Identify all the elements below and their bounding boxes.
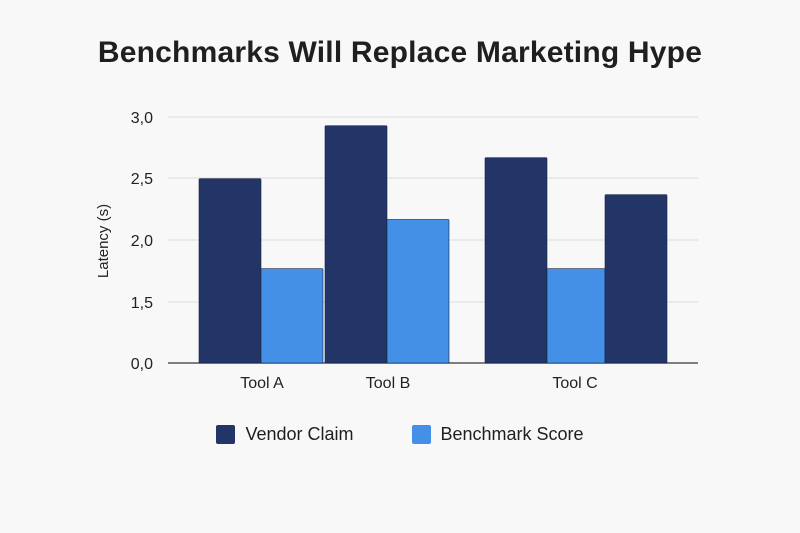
chart-title: Benchmarks Will Replace Marketing Hype [97,36,703,69]
y-tick-label: 3,0 [131,110,153,127]
legend-swatch-vendor-claim [216,425,236,444]
x-category-label: Tool A [240,375,284,392]
x-category-label: Tool C [552,375,597,392]
bar-tool-b-benchmark-score [386,219,450,364]
legend-label-vendor-claim: Vendor Claim [245,424,354,444]
y-tick-label: 2,5 [131,171,153,188]
bar-tool-c-benchmark-score [546,268,606,364]
legend-item-vendor-claim: Vendor Claim [216,424,354,445]
bar-tool-a-vendor-claim [198,178,262,364]
legend: Vendor Claim Benchmark Score [0,424,800,445]
legend-swatch-benchmark-score [411,425,431,444]
y-tick-label: 0,0 [131,356,153,373]
legend-label-benchmark-score: Benchmark Score [440,424,584,444]
bar-tool-c-vendor-claim [484,157,548,364]
x-category-label: Tool B [366,375,410,392]
bar-tool-a-benchmark-score [260,268,324,364]
legend-item-benchmark-score: Benchmark Score [411,424,584,445]
bar-tool-c-extra-vendor-claim [604,194,668,364]
y-tick-label: 2,0 [131,233,153,250]
bar-tool-b-vendor-claim [324,125,388,364]
label-layer: 0,0 1,5 2,0 2,5 3,0 Latency (s) Tool A Tool B To… [95,110,598,392]
y-axis-label: Latency (s) [95,204,112,278]
bar-layer [198,125,668,364]
y-tick-label: 1,5 [131,295,153,312]
